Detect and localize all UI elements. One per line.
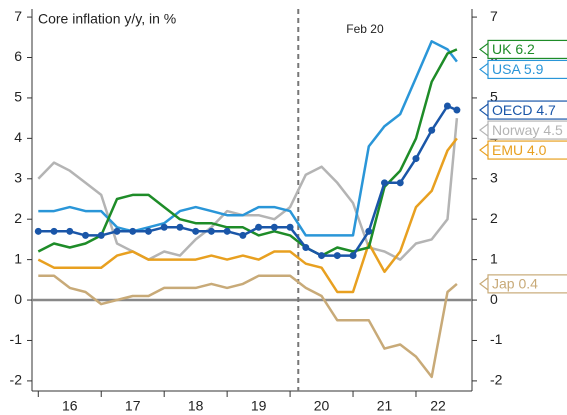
label-pointer bbox=[479, 62, 489, 76]
series-marker bbox=[113, 227, 121, 235]
chart-title: Core inflation y/y, in % bbox=[38, 11, 176, 27]
series-marker bbox=[239, 231, 247, 239]
series-marker bbox=[318, 252, 326, 260]
x-tick-label: 21 bbox=[377, 398, 393, 414]
y-tick-label: 5 bbox=[14, 89, 22, 105]
y2-tick-label: 2 bbox=[490, 210, 498, 226]
y2-tick-label: 5 bbox=[490, 89, 498, 105]
series-marker bbox=[302, 243, 310, 251]
y-tick-label: 7 bbox=[14, 8, 22, 24]
series-marker bbox=[333, 252, 341, 260]
series-marker bbox=[82, 231, 90, 239]
series-marker bbox=[192, 227, 200, 235]
label-pointer bbox=[479, 42, 489, 56]
x-tick-label: 17 bbox=[125, 398, 141, 414]
label-pointer bbox=[479, 143, 489, 157]
label-box bbox=[487, 59, 567, 80]
series-marker bbox=[443, 102, 451, 110]
y-tick-label: 4 bbox=[14, 129, 22, 145]
label-pointer bbox=[479, 123, 489, 137]
y-tick-label: 0 bbox=[14, 291, 22, 307]
series-marker bbox=[412, 155, 420, 163]
legend-label: EMU 4.0 bbox=[492, 142, 547, 158]
legend-label: Jap 0.4 bbox=[492, 276, 538, 292]
series-marker bbox=[428, 126, 436, 134]
series-line bbox=[37, 48, 458, 257]
x-tick-label: 22 bbox=[430, 398, 446, 414]
series-marker bbox=[207, 227, 215, 235]
x-tick-label: 16 bbox=[62, 398, 78, 414]
series-marker bbox=[160, 223, 168, 231]
label-box bbox=[487, 100, 567, 120]
series-marker bbox=[97, 231, 105, 239]
series-line bbox=[37, 137, 458, 294]
series-marker bbox=[176, 223, 184, 231]
y-tick-label: -1 bbox=[10, 331, 23, 347]
legend-label: UK 6.2 bbox=[492, 41, 535, 57]
x-tick-label: 19 bbox=[251, 398, 267, 414]
legend-label: OECD 4.7 bbox=[492, 102, 556, 118]
series-marker bbox=[129, 227, 137, 235]
y-tick-label: 1 bbox=[14, 250, 22, 266]
y-tick-label: -2 bbox=[10, 372, 23, 388]
y2-tick-label: 0 bbox=[490, 291, 498, 307]
x-tick-label: 18 bbox=[188, 398, 204, 414]
y2-tick-label: 3 bbox=[490, 169, 498, 185]
label-box bbox=[487, 39, 567, 60]
series-marker bbox=[50, 227, 58, 235]
series-marker bbox=[144, 227, 152, 235]
y2-tick-label: 1 bbox=[490, 250, 498, 266]
series-line bbox=[38, 274, 458, 379]
label-pointer bbox=[479, 277, 489, 291]
series-marker bbox=[453, 106, 461, 114]
series-marker bbox=[286, 223, 294, 231]
series-line bbox=[38, 104, 458, 257]
label-box bbox=[487, 274, 567, 294]
legend-label: USA 5.9 bbox=[492, 61, 544, 77]
y-tick-label: 3 bbox=[14, 169, 22, 185]
series-marker bbox=[365, 227, 373, 235]
label-box bbox=[487, 120, 567, 140]
label-pointer bbox=[479, 103, 489, 117]
series-marker bbox=[349, 252, 357, 260]
legend-label: Norway 4.5 bbox=[492, 122, 563, 138]
series-line bbox=[38, 40, 458, 237]
label-box bbox=[487, 140, 567, 160]
series-marker bbox=[34, 227, 42, 235]
y2-tick-label: 7 bbox=[490, 8, 498, 24]
series-marker bbox=[381, 179, 389, 187]
y-tick-label: 2 bbox=[14, 210, 22, 226]
series-marker bbox=[223, 227, 231, 235]
y-tick-label: 6 bbox=[14, 48, 22, 64]
series-marker bbox=[270, 223, 278, 231]
series-marker bbox=[66, 227, 74, 235]
series-marker bbox=[255, 223, 263, 231]
y2-tick-label: -1 bbox=[490, 331, 503, 347]
x-tick-label: 20 bbox=[314, 398, 330, 414]
annotation-text: Feb 20 bbox=[346, 22, 384, 36]
series-marker bbox=[396, 179, 404, 187]
y2-tick-label: -2 bbox=[490, 372, 503, 388]
